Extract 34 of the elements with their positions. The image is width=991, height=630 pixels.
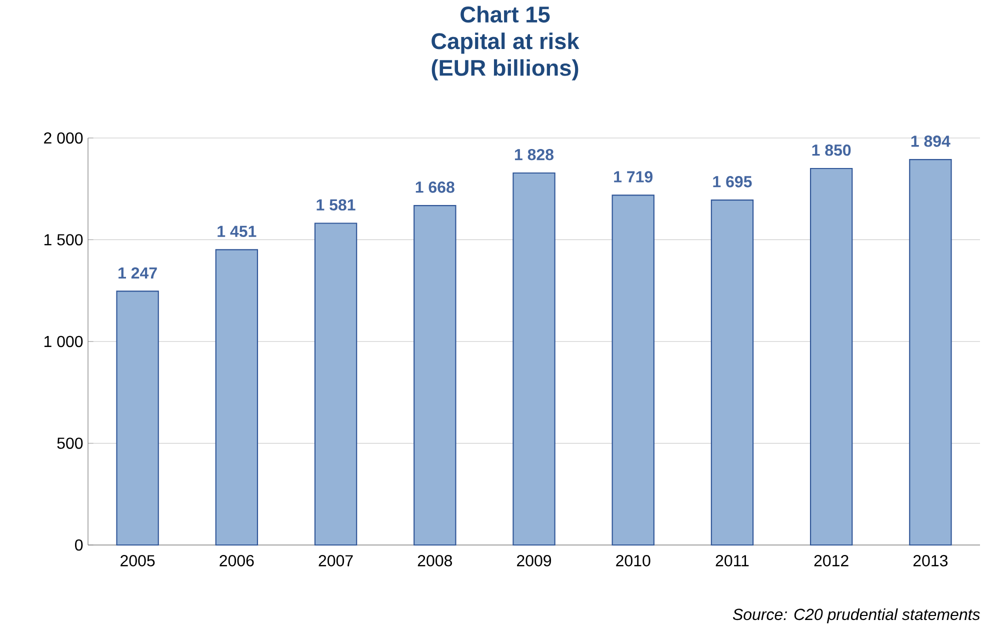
x-tick-label: 2013 [913, 555, 948, 566]
chart-title: Chart 15 Capital at risk (EUR billions) [432, 6, 580, 80]
x-tick-label: 2005 [120, 555, 155, 566]
y-tick-label: 2 000 [44, 132, 83, 144]
x-tick-label: 2006 [220, 555, 254, 566]
bar [710, 200, 754, 546]
data-label: 1 668 [416, 182, 454, 193]
bar [909, 159, 952, 546]
source-note: Source: C20 prudential statements [732, 608, 980, 624]
data-label: 1 451 [218, 226, 256, 237]
bar [612, 194, 654, 546]
data-label: 1 247 [118, 267, 157, 279]
y-tick-label: 1 000 [44, 336, 83, 348]
x-tick-label: 2010 [616, 555, 650, 566]
x-tick-label: 2012 [814, 555, 848, 566]
x-tick-label: 2011 [716, 555, 749, 566]
y-tick-label: 0 [75, 539, 83, 551]
data-label: 1 581 [316, 199, 356, 211]
data-label: 1 850 [812, 144, 851, 156]
bar [810, 168, 853, 546]
bar [116, 290, 159, 546]
data-label: 1 894 [911, 136, 950, 147]
y-tick-label: 500 [57, 438, 83, 449]
data-label: 1 695 [713, 176, 752, 188]
y-tick-label: 1 500 [44, 234, 83, 246]
x-tick-label: 2007 [318, 555, 353, 566]
bar [314, 222, 358, 546]
bar [512, 172, 556, 546]
bar [414, 205, 456, 546]
data-label: 1 828 [514, 148, 554, 160]
bar [215, 249, 258, 546]
data-label: 1 719 [614, 171, 653, 182]
x-tick-label: 2008 [418, 555, 452, 566]
x-tick-label: 2009 [517, 555, 552, 566]
